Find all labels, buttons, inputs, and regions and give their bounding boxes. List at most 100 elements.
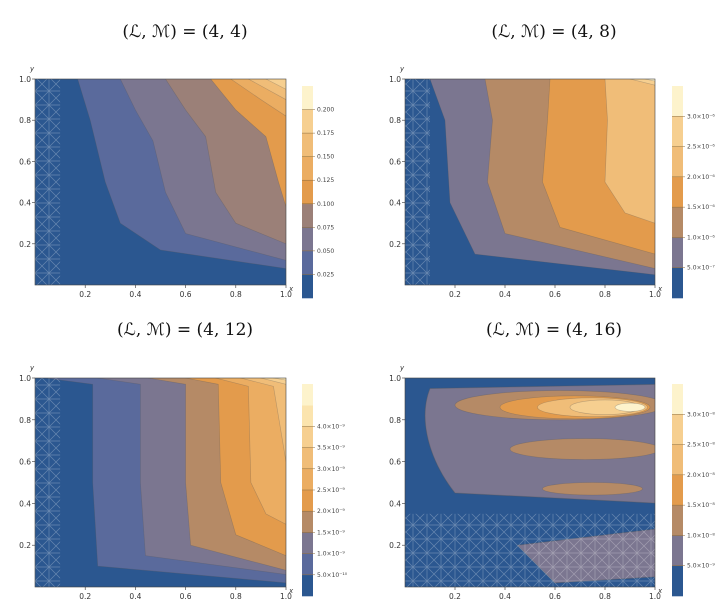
plot-frame [404, 377, 656, 588]
legend-swatch [302, 532, 313, 554]
legend-label: 0.150 [317, 154, 334, 161]
y-tick-label: 0.4 [19, 199, 31, 208]
legend-swatch [302, 180, 313, 205]
contour-band-6 [240, 378, 286, 462]
legend-swatch [302, 490, 313, 512]
legend-label: 3.0×10⁻⁸ [687, 411, 715, 418]
plot-area [35, 79, 286, 285]
y-tick-label: 0.4 [389, 499, 401, 508]
y-axis-label: y [399, 364, 405, 372]
legend-label: 4.0×10⁻⁹ [317, 423, 345, 430]
legend-label: 1.5×10⁻⁸ [687, 502, 715, 509]
mesh-overlay [405, 513, 655, 587]
x-tick-label: 0.2 [79, 592, 91, 601]
y-tick-label: 1.0 [19, 75, 31, 84]
x-tick-label: 0.4 [499, 592, 511, 601]
x-axis-label: x [288, 285, 294, 293]
mesh-overlay [35, 79, 61, 285]
legend-swatch [302, 109, 313, 134]
legend-label: 3.0×10⁻⁶ [687, 113, 715, 120]
y-tick-label: 0.2 [19, 240, 31, 249]
x-axis-label: x [288, 587, 294, 595]
panel-2-title: (ℒ, ℳ) = (4, 8) [491, 22, 617, 42]
legend-swatch [302, 274, 313, 299]
legend-label: 0.025 [317, 271, 334, 278]
x-tick-label: 0.8 [230, 592, 242, 601]
x-tick-label: 1.0 [649, 592, 661, 601]
legend-swatch [672, 474, 683, 506]
legend-label: 5.0×10⁻⁷ [687, 265, 715, 272]
legend-label: 5.0×10⁻¹⁰ [317, 572, 348, 579]
legend-swatch [672, 146, 683, 178]
legend-label: 5.0×10⁻⁹ [687, 563, 715, 570]
legend-swatch [302, 156, 313, 181]
legend-swatch [672, 176, 683, 208]
x-axis-label: x [657, 285, 663, 293]
x-tick-label: 0.8 [230, 290, 242, 299]
y-tick-label: 0.4 [389, 199, 401, 208]
y-tick-label: 0.6 [389, 458, 401, 467]
contour-band-5 [629, 79, 655, 86]
y-tick-label: 1.0 [389, 75, 401, 84]
legend-swatch [672, 207, 683, 238]
x-tick-label: 0.8 [599, 290, 611, 299]
panel-1: 0.2 0.4 0.6 0.8 1.0 0.2 0.4 0.6 0.8 1.0 y x 0.025 0.0… [19, 65, 334, 299]
x-tick-label: 0.2 [449, 592, 461, 601]
legend-swatch [302, 426, 313, 448]
panel-2: 0.2 0.4 0.6 0.8 1.0 0.2 0.4 0.6 0.8 1.0 y x 5.0×10⁻⁷… [389, 65, 715, 299]
legend-label: 2.0×10⁻⁶ [687, 174, 715, 181]
legend-label: 2.5×10⁻⁸ [687, 442, 715, 449]
y-tick-label: 0.6 [19, 458, 31, 467]
legend-swatch [302, 574, 313, 597]
legend-swatch [672, 505, 683, 536]
legend-swatch [302, 511, 313, 533]
contour-band-5 [215, 378, 286, 525]
y-tick-label: 0.8 [19, 416, 31, 425]
y-tick-label: 0.2 [389, 541, 401, 550]
legend-label: 0.100 [317, 201, 334, 208]
y-tick-label: 0.6 [389, 157, 401, 166]
legend-swatch [672, 565, 683, 597]
y-tick-label: 0.8 [389, 416, 401, 425]
y-axis-label: y [29, 65, 35, 73]
legend-label: 2.0×10⁻⁸ [687, 472, 715, 479]
contour-band-6 [614, 402, 646, 412]
y-tick-label: 0.4 [19, 499, 31, 508]
x-tick-label: 0.4 [129, 290, 141, 299]
x-tick-label: 1.0 [280, 290, 292, 299]
y-tick-label: 0.2 [389, 240, 401, 249]
legend-label: 2.0×10⁻⁹ [317, 508, 345, 515]
legend-label: 1.0×10⁻⁶ [687, 234, 715, 241]
mesh-overlay [405, 79, 430, 285]
legend-swatch [302, 203, 313, 228]
contour-band-4 [210, 79, 286, 207]
x-tick-label: 0.2 [79, 290, 91, 299]
x-tick-label: 0.4 [499, 290, 511, 299]
panel-4-title: (ℒ, ℳ) = (4, 16) [485, 320, 623, 340]
legend-swatch [672, 116, 683, 147]
legend-swatch [672, 86, 683, 117]
panel-1-title: (ℒ, ℳ) = (4, 4) [122, 22, 248, 42]
legend-swatch [672, 444, 683, 476]
legend-label: 0.200 [317, 107, 334, 114]
x-tick-label: 0.6 [549, 592, 561, 601]
legend-label: 1.0×10⁻⁹ [317, 551, 345, 558]
legend-swatch [302, 250, 313, 275]
y-axis-label: y [399, 65, 405, 73]
legend-swatch [672, 384, 683, 415]
x-tick-label: 1.0 [280, 592, 292, 601]
legend-swatch [302, 553, 313, 576]
y-tick-label: 1.0 [389, 374, 401, 383]
plot-frame [404, 78, 656, 286]
legend-label: 2.5×10⁻⁹ [317, 487, 345, 494]
legend-label: 0.075 [317, 224, 334, 231]
x-tick-label: 1.0 [649, 290, 661, 299]
contour-band-4 [604, 79, 655, 224]
panel-4: 0.2 0.4 0.6 0.8 1.0 0.2 0.4 0.6 0.8 1.0 y x 5.0×10⁻⁹… [389, 364, 715, 601]
x-tick-label: 0.6 [180, 592, 192, 601]
plot-area [405, 378, 655, 587]
legend-label: 1.5×10⁻⁹ [317, 529, 345, 536]
legend-label: 1.5×10⁻⁶ [687, 204, 715, 211]
x-axis-label: x [657, 587, 663, 595]
